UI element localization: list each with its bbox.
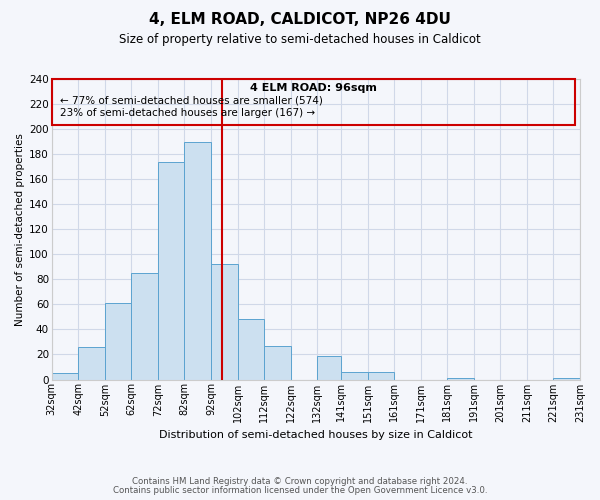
Text: Size of property relative to semi-detached houses in Caldicot: Size of property relative to semi-detach… xyxy=(119,32,481,46)
Text: 23% of semi-detached houses are larger (167) →: 23% of semi-detached houses are larger (… xyxy=(59,108,315,118)
Bar xyxy=(317,356,341,380)
Bar xyxy=(447,378,474,380)
Bar xyxy=(211,264,238,380)
Text: 4, ELM ROAD, CALDICOT, NP26 4DU: 4, ELM ROAD, CALDICOT, NP26 4DU xyxy=(149,12,451,28)
Bar xyxy=(78,347,105,380)
Bar xyxy=(131,273,158,380)
Bar xyxy=(238,320,264,380)
Bar xyxy=(105,303,131,380)
Bar xyxy=(184,142,211,380)
Text: 4 ELM ROAD: 96sqm: 4 ELM ROAD: 96sqm xyxy=(250,83,377,93)
X-axis label: Distribution of semi-detached houses by size in Caldicot: Distribution of semi-detached houses by … xyxy=(159,430,473,440)
Text: Contains HM Land Registry data © Crown copyright and database right 2024.: Contains HM Land Registry data © Crown c… xyxy=(132,477,468,486)
Bar xyxy=(264,346,290,380)
Text: ← 77% of semi-detached houses are smaller (574): ← 77% of semi-detached houses are smalle… xyxy=(59,96,323,106)
Bar xyxy=(52,79,575,126)
Bar xyxy=(52,374,78,380)
Bar xyxy=(158,162,184,380)
Bar xyxy=(368,372,394,380)
Text: Contains public sector information licensed under the Open Government Licence v3: Contains public sector information licen… xyxy=(113,486,487,495)
Bar xyxy=(553,378,580,380)
Y-axis label: Number of semi-detached properties: Number of semi-detached properties xyxy=(15,133,25,326)
Bar xyxy=(341,372,368,380)
